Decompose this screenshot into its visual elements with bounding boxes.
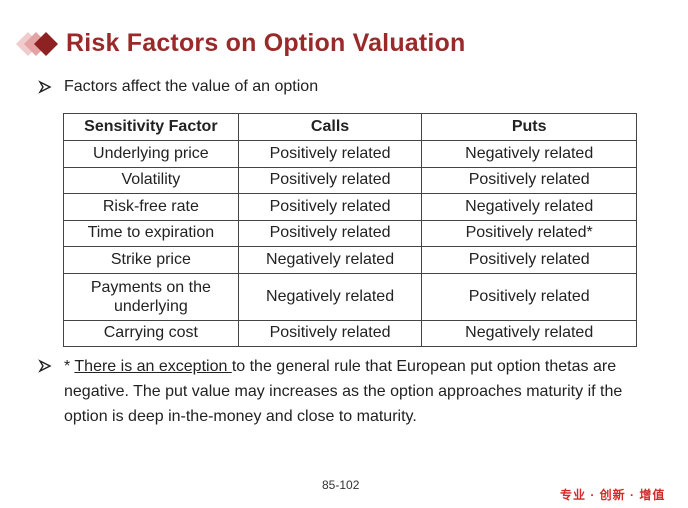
- exception-link[interactable]: There is an exception: [74, 358, 232, 375]
- table-row: Time to expiration Positively related Po…: [63, 219, 637, 247]
- note-paragraph: * There is an exception to the general r…: [64, 354, 664, 429]
- bullet-text: Factors affect the value of an option: [64, 78, 319, 95]
- table-row: Strike price Negatively related Positive…: [63, 246, 637, 274]
- factor-cell: Risk-free rate: [63, 193, 239, 221]
- brand-slogan: 专业 · 创新 · 增值: [560, 488, 666, 502]
- calls-cell: Positively related: [237, 166, 423, 194]
- header-calls: Calls: [237, 113, 423, 141]
- arrow-bullet-icon: [38, 359, 52, 373]
- table-row: Volatility Positively related Positively…: [63, 166, 637, 194]
- note-prefix: *: [64, 358, 75, 375]
- calls-cell: Positively related: [237, 193, 423, 221]
- factor-cell: Underlying price: [63, 140, 239, 168]
- table-header-row: Sensitivity Factor Calls Puts: [63, 113, 637, 141]
- calls-cell: Negatively related: [237, 272, 423, 321]
- factor-cell: Carrying cost: [63, 319, 239, 347]
- puts-cell: Positively related*: [421, 219, 637, 247]
- puts-cell: Positively related: [421, 166, 637, 194]
- calls-cell: Positively related: [237, 319, 423, 347]
- factor-cell: Payments on the underlying: [63, 272, 239, 321]
- page-number: 85-102: [322, 478, 360, 492]
- calls-cell: Positively related: [237, 219, 423, 247]
- table-row: Payments on the underlying Negatively re…: [63, 272, 637, 321]
- puts-cell: Negatively related: [421, 140, 637, 168]
- page-title: Risk Factors on Option Valuation: [66, 29, 466, 57]
- factor-cell: Time to expiration: [63, 219, 239, 247]
- puts-cell: Positively related: [421, 272, 637, 321]
- puts-cell: Negatively related: [421, 193, 637, 221]
- puts-cell: Negatively related: [421, 319, 637, 347]
- header-sensitivity-factor: Sensitivity Factor: [63, 113, 239, 141]
- calls-cell: Negatively related: [237, 246, 423, 274]
- table-row: Carrying cost Positively related Negativ…: [63, 319, 637, 347]
- header-puts: Puts: [421, 113, 637, 141]
- table-row: Risk-free rate Positively related Negati…: [63, 193, 637, 221]
- puts-cell: Positively related: [421, 246, 637, 274]
- factor-cell: Strike price: [63, 246, 239, 274]
- arrow-bullet-icon: [38, 80, 52, 94]
- diamond-logo-icon: [16, 32, 58, 56]
- calls-cell: Positively related: [237, 140, 423, 168]
- sensitivity-table: Sensitivity Factor Calls Puts Underlying…: [63, 113, 637, 347]
- note-text: to the general rule that European put op…: [64, 358, 623, 425]
- table-row: Underlying price Positively related Nega…: [63, 140, 637, 168]
- factor-cell: Volatility: [63, 166, 239, 194]
